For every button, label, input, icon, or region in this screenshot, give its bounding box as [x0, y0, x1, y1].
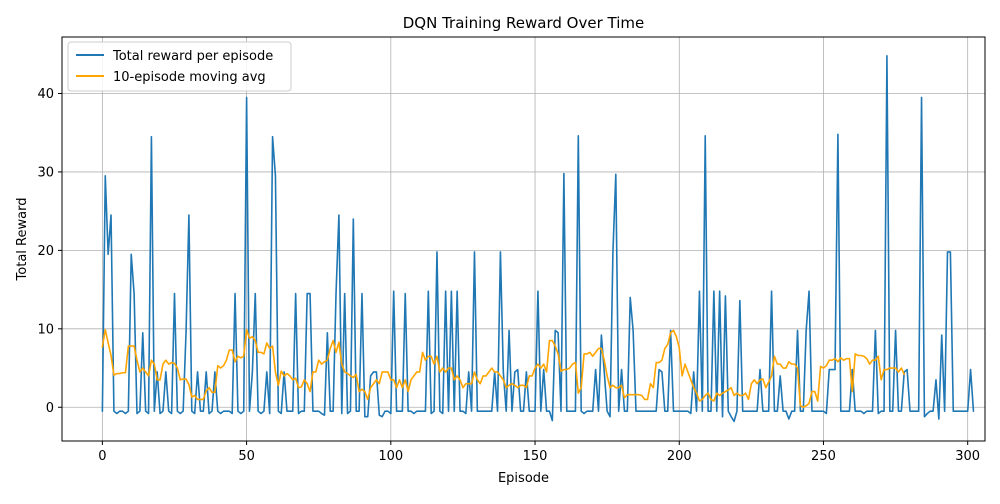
x-tick-label: 150 [523, 449, 548, 464]
y-tick-label: 0 [46, 401, 54, 416]
moving-avg-line [101, 328, 906, 409]
chart-title: DQN Training Reward Over Time [403, 14, 645, 32]
x-tick-label: 250 [811, 449, 836, 464]
x-axis-label: Episode [498, 471, 549, 486]
legend: Total reward per episode 10-episode movi… [67, 41, 292, 92]
y-tick-label: 20 [37, 244, 54, 259]
x-tick-label: 0 [98, 449, 106, 464]
plot-frame [61, 36, 986, 442]
y-tick-label: 10 [37, 322, 54, 337]
x-tick-label: 200 [667, 449, 692, 464]
x-tick-label: 300 [955, 449, 980, 464]
grid [62, 37, 985, 441]
y-tick-label: 30 [37, 165, 54, 180]
x-tick-label: 100 [378, 449, 403, 464]
axis-ticks: 0 50 100 150 200 250 300 0 10 20 30 40 [37, 87, 980, 464]
legend-label-episode-reward: Total reward per episode [112, 49, 273, 64]
episode-reward-line [101, 55, 975, 423]
legend-box [67, 41, 292, 92]
x-tick-label: 50 [238, 449, 255, 464]
legend-label-moving-avg: 10-episode moving avg [113, 70, 266, 85]
y-tick-label: 40 [37, 87, 54, 102]
y-axis-label: Total Reward [15, 198, 30, 282]
plot-area [101, 55, 975, 423]
